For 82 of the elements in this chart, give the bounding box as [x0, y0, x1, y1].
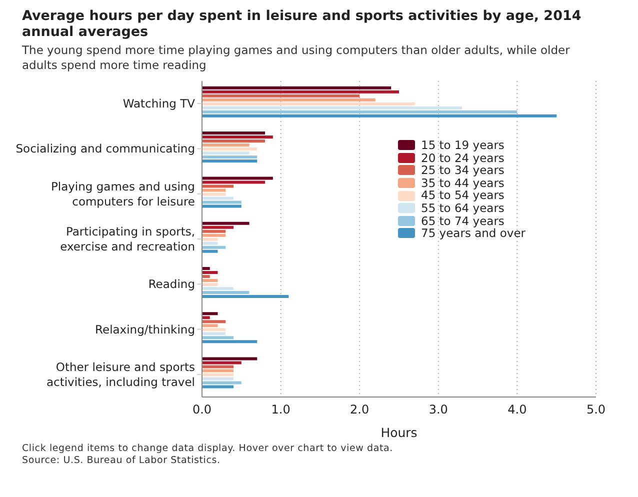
- bar: [202, 324, 218, 328]
- bar: [202, 176, 273, 180]
- chart-title: Average hours per day spent in leisure and sports activities by age, 2014 annual averages: [22, 8, 582, 40]
- bar: [202, 200, 242, 204]
- bar: [202, 140, 266, 143]
- bar: [202, 180, 266, 184]
- bar: [202, 290, 250, 294]
- bar: [202, 242, 218, 245]
- bar: [202, 94, 360, 98]
- bar: [202, 357, 258, 360]
- bar: [202, 156, 258, 159]
- bar: [202, 320, 226, 324]
- bar: [202, 361, 242, 364]
- bar: [202, 373, 234, 376]
- bar: [202, 294, 289, 298]
- bar: [202, 188, 226, 192]
- bar: [202, 144, 250, 147]
- x-tick-label: 4.0: [508, 402, 527, 417]
- bar: [202, 274, 210, 278]
- bar: [202, 328, 226, 332]
- x-axis-title: Hours: [380, 425, 418, 440]
- bar: [202, 110, 518, 114]
- bar: [202, 184, 234, 188]
- y-tick-label: Relaxing/thinking: [95, 322, 195, 336]
- bar: [202, 204, 242, 208]
- bar: [202, 238, 218, 241]
- legend-label: 20 to 24 years: [421, 150, 504, 165]
- bar: [202, 114, 557, 118]
- bar: [202, 312, 218, 316]
- bar: [202, 246, 226, 249]
- y-tick-label: Playing games and using computers for leisure: [50, 179, 195, 208]
- x-tick-label: 1.0: [271, 402, 290, 417]
- source-note: Source: U.S. Bureau of Labor Statistics.: [22, 455, 222, 467]
- y-tick-label: Participating in sports, exercise and recreation: [60, 224, 195, 254]
- bar: [202, 86, 392, 90]
- legend-label: 15 to 19 years: [421, 138, 504, 152]
- bar: [202, 152, 250, 155]
- bar: [202, 286, 234, 290]
- x-tick-label: 2.0: [350, 402, 370, 417]
- chart-subtitle: The young spend more time playing games and using computers than older adults, while older adults spend more time reading: [22, 43, 571, 73]
- bar: [202, 222, 250, 225]
- bar: [202, 365, 234, 368]
- legend-label: 75 years and over: [421, 226, 526, 240]
- bar: [202, 385, 234, 388]
- bar: [202, 102, 415, 106]
- bar: [202, 226, 234, 229]
- bar: [202, 98, 376, 102]
- bar: [202, 160, 258, 163]
- bar: [202, 332, 226, 336]
- legend-label: 35 to 44 years: [421, 176, 504, 190]
- text: Click legend items to change data display. Hover over chart to view data.: [22, 443, 394, 455]
- bar: [202, 106, 462, 110]
- bar: [202, 148, 258, 151]
- bar: [202, 90, 399, 94]
- bar: [202, 230, 226, 233]
- bar: [202, 381, 242, 384]
- legend-label: 55 to 64 years: [421, 200, 504, 215]
- bar: [202, 266, 210, 270]
- bar: [202, 278, 218, 282]
- bar: [202, 234, 226, 237]
- bar: [202, 250, 218, 253]
- y-tick-label: Socializing and communicating: [16, 142, 195, 156]
- bar: [202, 196, 234, 200]
- bar: [202, 340, 258, 344]
- bar: [202, 132, 266, 135]
- y-tick-label: Reading: [148, 277, 195, 292]
- bar: [202, 282, 218, 286]
- legend-label: 45 to 54 years: [421, 188, 504, 202]
- bar: [202, 336, 234, 340]
- x-tick-label: 5.0: [586, 402, 606, 417]
- x-tick-label: 3.0: [428, 402, 448, 417]
- legend-label: 25 to 34 years: [421, 163, 504, 178]
- bar: [202, 369, 234, 372]
- y-tick-label: Watching TV: [122, 96, 196, 111]
- bar: [202, 192, 226, 196]
- bar: [202, 270, 218, 274]
- x-tick-label: 0.0: [192, 402, 212, 417]
- legend-label: 65 to 74 years: [421, 214, 504, 228]
- bar: [202, 377, 234, 380]
- bar: [202, 136, 273, 139]
- y-tick-label: Other leisure and sports activities, including travel: [46, 360, 196, 389]
- bar: [202, 316, 210, 320]
